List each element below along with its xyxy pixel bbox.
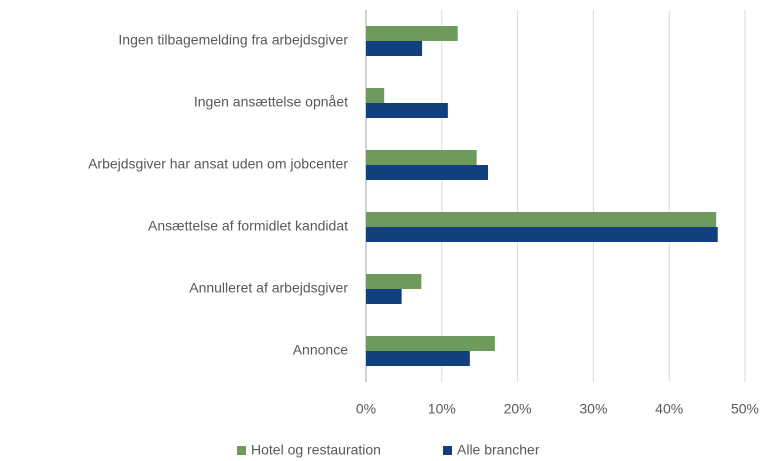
bar (366, 227, 718, 242)
bar (366, 212, 717, 227)
bar (366, 41, 423, 56)
x-tick-label: 20% (504, 401, 532, 417)
bar (366, 274, 422, 289)
legend-label: Alle brancher (457, 442, 540, 458)
bar (366, 103, 448, 118)
y-tick-label: Ingen ansættelse opnået (194, 94, 348, 110)
y-tick-label: Ingen tilbagemelding fra arbejdsgiver (118, 32, 348, 48)
x-tick-label: 30% (579, 401, 607, 417)
x-tick-label: 50% (731, 401, 759, 417)
y-tick-label: Annonce (293, 342, 348, 358)
bar (366, 88, 385, 103)
bar (366, 26, 458, 41)
y-tick-label: Arbejdsgiver har ansat uden om jobcenter (88, 156, 348, 172)
bar (366, 289, 402, 304)
legend-swatch (443, 446, 452, 455)
bar (366, 351, 470, 366)
x-tick-label: 10% (428, 401, 456, 417)
bar (366, 336, 495, 351)
y-tick-label: Annulleret af arbejdsgiver (189, 280, 348, 296)
bar (366, 165, 489, 180)
legend-swatch (237, 446, 246, 455)
x-tick-label: 0% (356, 401, 376, 417)
legend-label: Hotel og restauration (251, 442, 381, 458)
y-tick-label: Ansættelse af formidlet kandidat (148, 218, 348, 234)
bar (366, 150, 477, 165)
x-tick-label: 40% (655, 401, 683, 417)
